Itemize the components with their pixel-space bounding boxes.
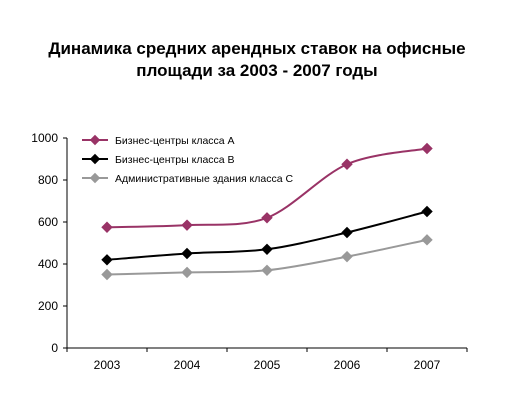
x-tick-label: 2003 [94,358,121,372]
x-tick-label: 2007 [414,358,441,372]
y-tick-label: 200 [38,299,58,313]
legend-swatch-marker [89,153,101,165]
y-tick-label: 1000 [31,131,58,145]
series-3-point [421,234,433,246]
series-1-point [261,212,273,224]
series-2-point [341,226,353,239]
y-tick-label: 0 [51,341,58,355]
series-1-point [341,158,353,170]
series-3-point [181,266,193,279]
series-2-point [421,205,433,218]
legend-swatch-marker [89,172,101,184]
series-2-point [181,247,193,260]
legend-label: Административные здания класса С [115,173,293,185]
series-3-point [101,268,113,281]
chart-title-line-1: Динамика средних арендных ставок на офис… [48,39,466,58]
series-3-point [261,264,273,277]
x-tick-label: 2006 [334,358,361,372]
legend-label: Бизнес-центры класса В [115,154,235,166]
legend-swatch-marker [89,134,101,146]
x-tick-label: 2005 [254,358,281,372]
series-2-point [261,243,273,256]
chart-title: Динамика средних арендных ставок на офис… [0,38,514,82]
series-1-point [181,219,193,231]
series-1-point [101,221,113,233]
series-1-point [421,142,433,155]
y-tick-label: 600 [38,215,58,229]
series-3-point [341,250,353,263]
chart-title-line-2: площади за 2003 - 2007 годы [136,61,378,80]
legend-label: Бизнес-центры класса А [115,135,235,147]
y-tick-label: 400 [38,257,58,271]
x-tick-label: 2004 [174,358,201,372]
y-tick-label: 800 [38,173,58,187]
series-2-point [101,254,113,266]
